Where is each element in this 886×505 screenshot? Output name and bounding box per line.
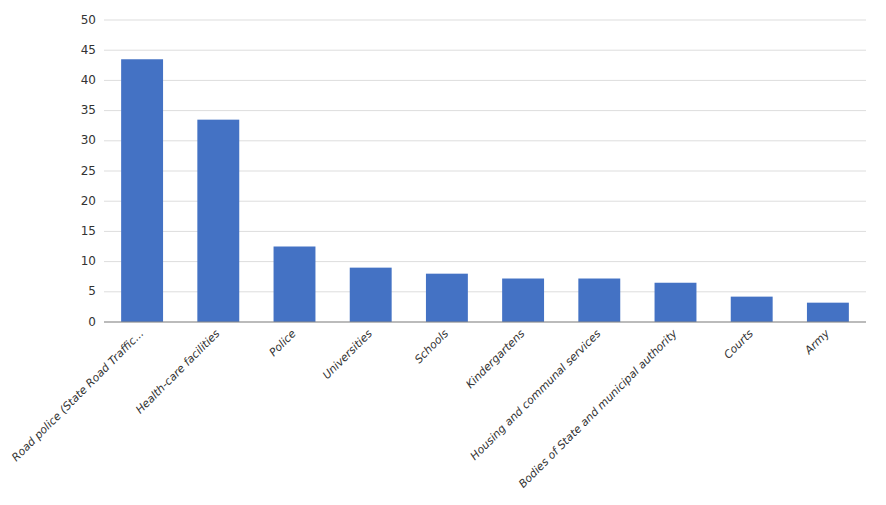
y-tick-label: 45: [81, 43, 96, 57]
x-tick-label: Bodies of State and municipal authority: [516, 327, 680, 491]
x-tick-label: Housing and communal services: [468, 327, 604, 463]
x-tick-label: Schools: [412, 327, 451, 366]
grid-line: [104, 80, 866, 81]
x-tick-label: Road police (State Road Traffic...: [9, 327, 146, 464]
bars: [121, 59, 849, 322]
bar: [807, 303, 849, 322]
grid: [104, 20, 866, 322]
x-tick-label: Army: [802, 327, 833, 358]
y-tick-label: 50: [81, 13, 96, 27]
bar: [731, 297, 773, 322]
y-tick-label: 15: [81, 224, 96, 238]
y-tick-label: 30: [81, 133, 96, 147]
bar: [274, 247, 316, 323]
grid-line: [104, 322, 866, 323]
x-tick-label: Police: [267, 327, 299, 359]
grid-line: [104, 20, 866, 21]
x-tick-label: Kindergartens: [463, 327, 527, 391]
x-axis: [104, 322, 866, 323]
y-tick-label: 25: [81, 164, 96, 178]
grid-line: [104, 110, 866, 111]
bar: [502, 279, 544, 322]
bar: [121, 59, 163, 322]
y-tick-label: 10: [81, 254, 96, 268]
y-tick-label: 0: [88, 315, 96, 329]
chart: 0 5 10 15 20 25 30 35 40 45 50 Road police (State R…: [0, 0, 886, 505]
bar: [350, 268, 392, 322]
bar: [578, 279, 620, 322]
x-tick-label: Universities: [320, 327, 375, 382]
bar: [655, 283, 697, 322]
y-tick-label: 35: [81, 103, 96, 117]
y-tick-label: 20: [81, 194, 96, 208]
x-tick-label: Health-care facilities: [133, 327, 223, 417]
bar: [197, 120, 239, 322]
grid-line: [104, 50, 866, 51]
y-tick-label: 5: [88, 284, 96, 298]
bar: [426, 274, 468, 322]
y-tick-label: 40: [81, 73, 96, 87]
x-tick-label: Courts: [721, 327, 756, 362]
